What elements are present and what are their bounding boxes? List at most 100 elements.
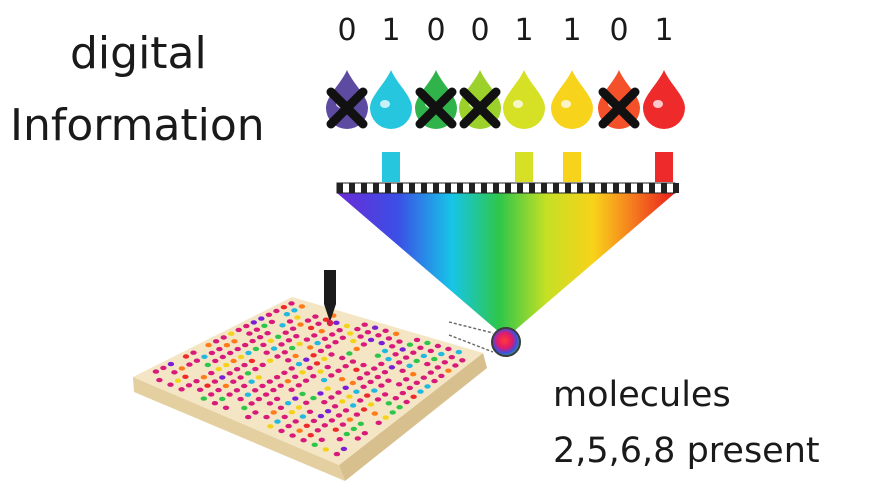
molecule-dot (389, 344, 396, 349)
molecule-dot (193, 379, 200, 384)
molecule-dot (258, 316, 265, 321)
molecule-dot (193, 358, 201, 363)
molecule-dot (375, 420, 382, 425)
molecule-dot (219, 354, 226, 360)
molecule-dot (310, 395, 317, 401)
molecule-dot (452, 363, 459, 368)
molecule-dot (378, 340, 385, 346)
molecule-dot (292, 419, 299, 424)
molecule-dot (299, 414, 307, 419)
molecule-dot (381, 348, 389, 354)
molecule-dot (385, 336, 393, 341)
molecule-dot (222, 383, 230, 389)
molecule-dot (268, 319, 276, 325)
sampling-bar-segment (361, 183, 367, 193)
molecule-dot (285, 358, 292, 363)
molecule-dot (346, 394, 353, 399)
molecule-dot (304, 318, 312, 323)
molecule-dot (267, 338, 274, 343)
molecule-dot (371, 366, 378, 371)
molecule-dot (174, 378, 182, 383)
molecule-dot (445, 368, 452, 373)
molecule-dot (318, 437, 325, 442)
molecule-dot (261, 323, 268, 328)
molecule-dot (340, 446, 348, 452)
sampling-bar-segment (421, 183, 427, 193)
molecule-dot (295, 383, 302, 388)
molecule-dot (244, 371, 252, 376)
drop-1 (326, 70, 368, 129)
molecule-dot (303, 400, 310, 405)
molecule-dot (445, 346, 452, 352)
molecule-dot (306, 409, 314, 414)
molecule-dot (343, 323, 351, 329)
molecule-dot (212, 339, 220, 344)
molecule-dot (350, 426, 357, 432)
molecule-dot (361, 431, 368, 436)
sampling-bar-segment (613, 183, 619, 193)
molecule-dot (292, 396, 299, 401)
molecule-dot (277, 383, 284, 388)
molecule-dot (417, 389, 424, 394)
drop-7 (598, 70, 640, 129)
molecule-dot (336, 328, 343, 333)
molecule-dot (399, 390, 406, 396)
molecule-dot (237, 354, 245, 360)
molecule-dot (353, 346, 360, 352)
molecule-dot (259, 383, 266, 389)
molecule-dot (167, 361, 175, 367)
molecule-dot (167, 382, 174, 387)
molecule-dot (300, 438, 307, 443)
sampling-bar-segment (601, 183, 607, 193)
molecule-dot (160, 365, 167, 371)
sampling-bar-segment (493, 183, 499, 193)
sampling-bar-segment (529, 183, 535, 193)
sampling-bar-segment (337, 183, 343, 193)
molecule-dot (281, 350, 288, 355)
molecule-dot (361, 322, 368, 327)
molecule-dot (244, 392, 252, 397)
molecule-dot (270, 346, 278, 351)
molecule-dot (410, 394, 417, 399)
molecule-dot (339, 355, 346, 361)
molecule-dot (335, 368, 342, 373)
molecule-dot (289, 345, 296, 351)
molecule-dot (324, 409, 332, 414)
molecule-dot (212, 358, 219, 364)
molecule-dot (413, 380, 420, 385)
molecule-dot (250, 320, 257, 325)
molecule-dot (382, 415, 389, 420)
sampling-bar-segment (517, 183, 523, 193)
spectrum-fan (337, 193, 675, 338)
molecule-dot (252, 410, 259, 415)
molecule-dot (234, 346, 241, 352)
molecule-dot (389, 410, 396, 415)
molecule-dot (328, 373, 335, 378)
molecule-dot (392, 331, 400, 336)
molecule-dot (273, 308, 280, 314)
cross-mark-icon (459, 87, 501, 129)
molecule-dot (196, 387, 204, 392)
sampling-bar-segment (397, 183, 403, 193)
molecule-dot (307, 433, 314, 438)
caption-line-1: molecules (553, 375, 731, 415)
molecule-dot (313, 361, 321, 366)
molecule-dot (256, 335, 264, 340)
molecule-dot (223, 362, 230, 368)
molecule-dot (252, 366, 259, 372)
molecule-dot (215, 366, 222, 372)
molecule-dot (441, 360, 448, 365)
molecule-dot (322, 447, 329, 452)
molecule-dot (297, 322, 304, 327)
molecule-dot (200, 396, 207, 401)
molecule-dot (288, 410, 296, 415)
molecule-dot (245, 350, 252, 356)
slab-front (339, 353, 487, 481)
molecule-dot (211, 379, 219, 384)
molecule-dot (310, 418, 318, 424)
molecule-dot (357, 398, 364, 403)
molecule-dot (314, 340, 321, 346)
molecule-dot (317, 348, 325, 354)
molecule-dot (226, 392, 233, 397)
